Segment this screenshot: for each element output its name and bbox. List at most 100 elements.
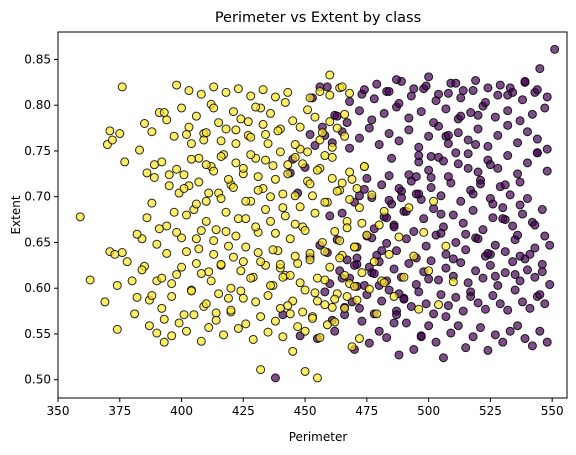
point-class-1 — [290, 219, 300, 229]
point-class-0 — [473, 110, 483, 120]
point-class-0 — [426, 183, 436, 193]
point-class-1 — [305, 255, 315, 265]
point-class-0 — [466, 108, 476, 118]
point-class-1 — [164, 181, 174, 191]
point-class-1 — [261, 205, 271, 215]
point-class-1 — [261, 129, 271, 139]
point-class-0 — [404, 170, 414, 180]
point-class-1 — [350, 242, 359, 252]
point-class-1 — [362, 230, 372, 240]
point-class-0 — [369, 269, 379, 279]
point-class-1 — [214, 289, 224, 299]
point-class-0 — [350, 260, 359, 270]
point-class-1 — [105, 126, 115, 136]
point-class-1 — [325, 262, 335, 272]
point-class-0 — [411, 172, 421, 182]
point-class-1 — [162, 248, 172, 258]
point-class-1 — [172, 80, 182, 90]
point-class-1 — [117, 82, 127, 92]
point-class-1 — [266, 280, 275, 290]
point-class-1 — [194, 244, 204, 254]
point-class-1 — [273, 126, 283, 136]
point-class-0 — [498, 214, 508, 224]
point-class-0 — [515, 276, 525, 286]
point-class-0 — [542, 92, 552, 102]
point-class-0 — [436, 191, 446, 201]
point-class-0 — [406, 91, 416, 101]
point-class-0 — [471, 266, 481, 276]
x-axis-label: Perimeter — [289, 430, 348, 444]
point-class-0 — [377, 246, 387, 256]
point-class-1 — [345, 167, 355, 177]
point-class-0 — [493, 280, 503, 290]
point-class-0 — [461, 343, 471, 353]
point-class-1 — [357, 218, 367, 228]
point-class-0 — [389, 222, 399, 232]
point-class-1 — [340, 270, 350, 280]
point-class-1 — [327, 142, 337, 152]
point-class-0 — [322, 82, 332, 92]
point-class-0 — [384, 285, 394, 295]
point-class-0 — [473, 298, 483, 308]
point-class-0 — [483, 83, 493, 93]
point-class-1 — [120, 157, 130, 167]
point-class-0 — [443, 139, 453, 149]
point-class-0 — [354, 106, 364, 116]
point-class-1 — [189, 310, 199, 320]
point-class-1 — [354, 334, 364, 344]
point-class-1 — [144, 321, 154, 331]
point-class-0 — [510, 285, 520, 295]
point-class-1 — [159, 337, 169, 347]
point-class-0 — [364, 123, 374, 133]
point-class-1 — [288, 346, 298, 356]
point-class-0 — [409, 345, 419, 354]
point-class-0 — [364, 262, 374, 272]
point-class-0 — [493, 90, 503, 100]
point-class-1 — [295, 122, 305, 132]
point-class-1 — [216, 151, 226, 161]
point-class-1 — [429, 196, 439, 206]
point-class-1 — [135, 145, 145, 155]
point-class-0 — [426, 151, 436, 161]
y-axis-label: Extent — [9, 195, 23, 234]
point-class-0 — [392, 75, 402, 85]
point-class-0 — [515, 200, 525, 210]
point-class-1 — [139, 119, 149, 128]
point-class-1 — [332, 186, 342, 196]
point-class-0 — [458, 86, 468, 96]
point-class-0 — [392, 310, 402, 320]
point-class-1 — [177, 103, 187, 113]
point-class-0 — [513, 321, 523, 331]
point-class-0 — [493, 163, 503, 173]
point-class-1 — [223, 293, 233, 303]
point-class-0 — [421, 241, 431, 251]
point-class-0 — [532, 134, 542, 144]
point-class-0 — [424, 131, 434, 141]
point-class-1 — [342, 291, 352, 301]
point-class-1 — [226, 283, 236, 293]
point-class-1 — [122, 257, 132, 267]
point-class-1 — [372, 309, 382, 319]
point-class-0 — [456, 196, 466, 206]
x-tick-label: 475 — [355, 404, 378, 418]
point-class-1 — [258, 85, 268, 95]
point-class-1 — [266, 108, 275, 118]
y-tick-label: 0.70 — [24, 190, 51, 204]
point-class-0 — [310, 140, 320, 150]
point-class-1 — [226, 305, 236, 315]
point-class-1 — [167, 331, 177, 341]
x-tick-label: 400 — [170, 404, 193, 418]
point-class-1 — [147, 127, 157, 137]
point-class-1 — [263, 139, 273, 149]
point-class-1 — [256, 365, 266, 375]
point-class-0 — [458, 306, 468, 316]
point-class-0 — [522, 194, 532, 204]
point-class-1 — [308, 191, 317, 201]
y-tick-label: 0.65 — [24, 235, 51, 249]
point-class-0 — [503, 305, 513, 315]
point-class-1 — [325, 70, 335, 80]
point-class-0 — [443, 130, 453, 140]
point-class-0 — [416, 107, 426, 117]
point-class-1 — [268, 245, 278, 255]
point-class-0 — [384, 195, 394, 205]
